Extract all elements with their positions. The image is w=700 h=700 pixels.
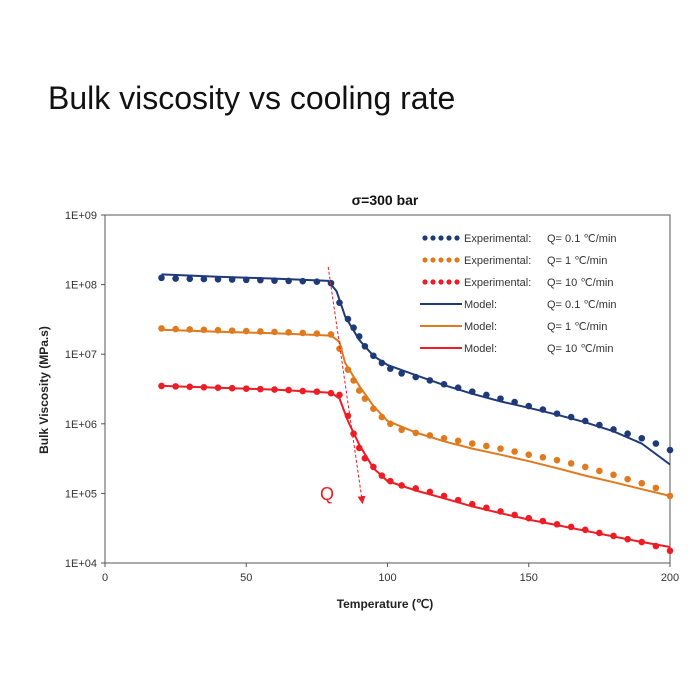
data-point (652, 484, 660, 492)
data-point (200, 275, 208, 283)
data-point (581, 463, 589, 471)
legend-name: Experimental: (464, 255, 531, 267)
legend: Experimental: Q= 0.1 ℃/min Experimental: Q=… (420, 233, 617, 355)
model-line (161, 273, 671, 466)
legend-entry: Model: Q= 0.1 ℃/min (420, 299, 617, 311)
legend-rate: Q= 0.1 ℃/min (547, 233, 617, 245)
data-point (638, 479, 646, 487)
x-tick-label: 0 (102, 572, 108, 584)
legend-rate: Q= 1 ℃/min (547, 255, 607, 267)
legend-rate: Q= 10 ℃/min (547, 277, 613, 289)
data-point (172, 325, 179, 333)
x-axis-label: Temperature (℃) (337, 597, 434, 611)
legend-marker-dot (438, 235, 444, 241)
legend-marker-dot (454, 279, 460, 285)
data-point (652, 440, 660, 447)
legend-marker-dot (438, 279, 444, 285)
y-tick-label: 1E+06 (65, 419, 97, 431)
data-point (666, 492, 674, 500)
annotation-group: Q (320, 266, 366, 505)
legend-entry: Model: Q= 10 ℃/min (420, 343, 613, 355)
data-point (666, 446, 674, 454)
data-point (186, 275, 194, 283)
legend-marker-dot (430, 257, 436, 263)
legend-marker-dot (422, 257, 428, 263)
legend-entry: Model: Q= 1 ℃/min (420, 321, 607, 333)
data-point (624, 430, 631, 438)
legend-entry: Experimental: Q= 10 ℃/min (422, 277, 613, 289)
data-point (610, 471, 617, 479)
axes: 1E+04 1E+05 1E+06 1E+07 1E+08 1E+09 0 50 100 150 2… (65, 210, 679, 584)
y-tick-label: 1E+04 (65, 558, 97, 570)
legend-marker-dot (430, 279, 436, 285)
data-point (454, 437, 462, 445)
series-model-4 (161, 328, 671, 497)
x-tick-label: 200 (661, 572, 679, 584)
y-axis-label: Bulk Viscosity (MPa.s) (37, 326, 51, 454)
slide-title: Bulk viscosity vs cooling rate (48, 80, 456, 116)
legend-marker-dot (422, 279, 428, 285)
legend-rate: Q= 10 ℃/min (547, 343, 613, 355)
legend-marker-dot (422, 235, 428, 241)
y-tick-label: 1E+09 (65, 210, 97, 222)
legend-marker-dot (446, 235, 452, 241)
data-point (624, 475, 631, 483)
data-point (468, 440, 476, 447)
data-point (511, 448, 518, 455)
legend-name: Experimental: (464, 277, 531, 289)
legend-rate: Q= 1 ℃/min (547, 321, 607, 333)
data-point (638, 434, 646, 442)
legend-name: Model: (464, 321, 497, 333)
series-model-3 (161, 273, 671, 466)
cooling-rate-arrow (327, 266, 366, 505)
legend-marker-dot (438, 257, 444, 263)
data-point (553, 456, 561, 464)
legend-marker-dot (454, 235, 460, 241)
data-point (497, 445, 504, 452)
legend-name: Model: (464, 299, 497, 311)
legend-name: Experimental: (464, 233, 531, 245)
data-point (158, 274, 165, 282)
data-point (567, 460, 575, 467)
legend-name: Model: (464, 343, 497, 355)
x-tick-label: 50 (240, 572, 252, 584)
legend-marker-dot (446, 257, 452, 263)
y-tick-label: 1E+05 (65, 488, 97, 500)
legend-entry: Experimental: Q= 1 ℃/min (422, 255, 607, 267)
chart-title: σ=300 bar (352, 192, 419, 208)
y-tick-label: 1E+07 (65, 349, 97, 361)
data-point (525, 451, 533, 458)
legend-rate: Q= 0.1 ℃/min (547, 299, 617, 311)
series-experimental-2 (158, 382, 674, 555)
data-point (483, 442, 490, 450)
legend-marker-dot (454, 257, 460, 263)
model-line (161, 328, 671, 497)
data-point (539, 454, 547, 461)
x-tick-label: 100 (378, 572, 396, 584)
legend-entry: Experimental: Q= 0.1 ℃/min (422, 233, 617, 245)
series-group (158, 273, 674, 555)
series-model-5 (161, 384, 671, 548)
legend-marker-dot (430, 235, 436, 241)
cooling-rate-label: Q (320, 484, 334, 504)
data-point (666, 547, 674, 555)
y-tick-label: 1E+08 (65, 280, 97, 292)
data-point (596, 467, 603, 475)
data-point (172, 275, 179, 282)
legend-marker-dot (446, 279, 452, 285)
x-tick-label: 150 (520, 572, 538, 584)
model-line (161, 384, 671, 548)
